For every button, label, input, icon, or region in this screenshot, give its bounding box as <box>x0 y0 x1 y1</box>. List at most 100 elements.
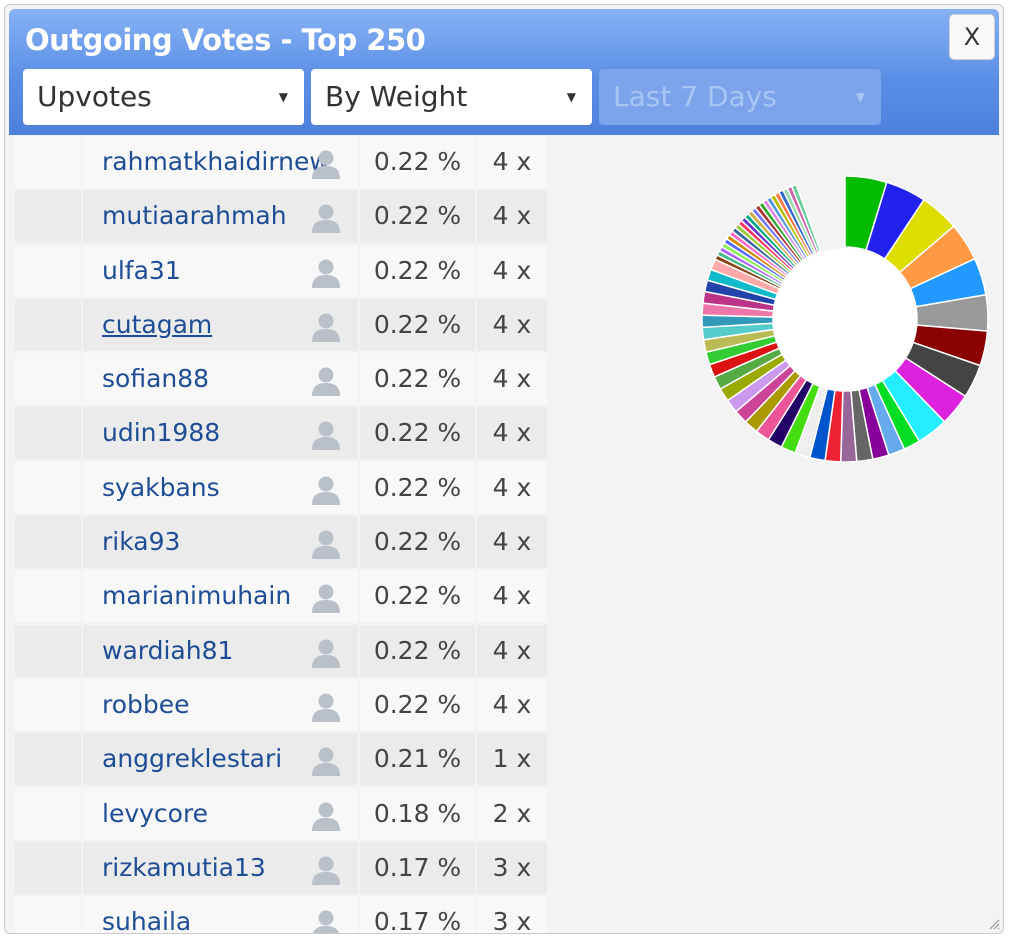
rank-cell <box>15 407 81 460</box>
user-avatar-icon <box>310 417 342 451</box>
voter-name-link[interactable]: rika93 <box>83 516 358 569</box>
rank-cell <box>15 461 81 514</box>
table-row: rika93 0.22 % 4 x <box>15 515 617 569</box>
dropdown-arrow-icon: ▼ <box>566 90 576 104</box>
voter-name: anggreklestari <box>102 744 283 774</box>
user-avatar-icon <box>310 200 342 234</box>
dropdown-arrow-icon: ▼ <box>855 90 865 104</box>
vote-type-select[interactable]: Upvotes ▼ <box>23 69 304 125</box>
vote-count: 2 x <box>477 787 547 840</box>
rank-cell <box>15 624 81 677</box>
voter-name: ulfa31 <box>102 255 181 285</box>
user-avatar-icon <box>310 580 342 614</box>
vote-count: 3 x <box>477 841 547 894</box>
user-avatar-icon <box>310 743 342 777</box>
rank-cell <box>15 841 81 894</box>
resize-handle-icon[interactable] <box>988 918 1000 930</box>
voter-name-link[interactable]: sofian88 <box>83 353 358 406</box>
table-row: wardiah81 0.22 % 4 x <box>15 624 617 678</box>
user-avatar-icon <box>310 798 342 831</box>
voter-name-link[interactable]: suhaila <box>83 896 358 934</box>
table-row: sofian88 0.22 % 4 x <box>15 352 617 406</box>
rank-cell <box>15 136 81 188</box>
sort-select[interactable]: By Weight ▼ <box>311 69 592 125</box>
vote-count: 4 x <box>477 461 547 514</box>
table-row: robbee 0.22 % 4 x <box>15 678 617 732</box>
vote-count: 3 x <box>477 896 547 933</box>
weight-percent: 0.17 % <box>360 841 475 894</box>
rank-cell <box>15 298 81 351</box>
voter-name-link[interactable]: cutagam <box>83 298 358 351</box>
rank-cell <box>15 896 81 933</box>
vote-type-value: Upvotes <box>37 80 152 113</box>
user-avatar-icon <box>310 472 342 505</box>
donut-slice[interactable] <box>790 183 822 254</box>
voter-name: suhaila <box>102 907 192 934</box>
dialog-titlebar: Outgoing Votes - Top 250 X Upvotes ▼ By … <box>9 9 999 135</box>
table-row: anggreklestari 0.21 % 1 x <box>15 732 617 786</box>
votes-donut-chart <box>701 175 989 463</box>
table-row: levycore 0.18 % 2 x <box>15 787 617 841</box>
voter-name-link[interactable]: mutiaarahmah <box>83 190 358 243</box>
rank-cell <box>15 733 81 786</box>
table-row: suhaila 0.17 % 3 x <box>15 895 617 934</box>
vote-count: 4 x <box>477 244 547 297</box>
voter-name: marianimuhain <box>102 581 292 611</box>
voter-name-link[interactable]: rizkamutia13 <box>83 841 358 894</box>
voter-name: levycore <box>102 798 209 828</box>
votes-table: rahmatkhaidirnew 0.22 % 4 x mutiaarahmah 0.2… <box>15 135 617 934</box>
table-row: cutagam 0.22 % 4 x <box>15 298 617 352</box>
user-avatar-icon <box>310 309 342 342</box>
user-avatar-icon <box>310 363 342 397</box>
rank-cell <box>15 353 81 406</box>
user-avatar-icon <box>310 146 342 179</box>
weight-percent: 0.22 % <box>360 298 475 351</box>
voter-name-link[interactable]: marianimuhain <box>83 570 358 623</box>
weight-percent: 0.18 % <box>360 787 475 840</box>
user-avatar-icon <box>310 526 342 560</box>
user-avatar-icon <box>310 852 342 885</box>
weight-percent: 0.21 % <box>360 733 475 786</box>
table-row: marianimuhain 0.22 % 4 x <box>15 569 617 623</box>
voter-name-link[interactable]: levycore <box>83 787 358 840</box>
voter-name-link[interactable]: syakbans <box>83 461 358 514</box>
vote-count: 4 x <box>477 678 547 731</box>
weight-percent: 0.22 % <box>360 407 475 460</box>
voter-name: sofian88 <box>102 364 210 394</box>
vote-count: 4 x <box>477 407 547 460</box>
voter-name-link[interactable]: wardiah81 <box>83 624 358 677</box>
voter-name-link[interactable]: robbee <box>83 678 358 731</box>
voter-name-link[interactable]: rahmatkhaidirnew <box>83 136 358 188</box>
weight-percent: 0.17 % <box>360 896 475 933</box>
weight-percent: 0.22 % <box>360 244 475 297</box>
rank-cell <box>15 678 81 731</box>
weight-percent: 0.22 % <box>360 190 475 243</box>
weight-percent: 0.22 % <box>360 353 475 406</box>
voter-name-link[interactable]: ulfa31 <box>83 244 358 297</box>
table-row: syakbans 0.22 % 4 x <box>15 461 617 515</box>
weight-percent: 0.22 % <box>360 570 475 623</box>
voter-name: mutiaarahmah <box>102 201 287 231</box>
table-row: mutiaarahmah 0.22 % 4 x <box>15 189 617 243</box>
weight-percent: 0.22 % <box>360 516 475 569</box>
vote-count: 4 x <box>477 570 547 623</box>
voter-name: rizkamutia13 <box>102 852 266 882</box>
close-button[interactable]: X <box>949 14 995 60</box>
rank-cell <box>15 570 81 623</box>
rank-cell <box>15 516 81 569</box>
vote-count: 4 x <box>477 136 547 188</box>
period-select: Last 7 Days ▼ <box>599 69 881 125</box>
weight-percent: 0.22 % <box>360 624 475 677</box>
vote-count: 4 x <box>477 190 547 243</box>
voter-name: rika93 <box>102 527 181 557</box>
user-avatar-icon <box>310 255 342 288</box>
vote-count: 4 x <box>477 624 547 677</box>
voter-name-link[interactable]: udin1988 <box>83 407 358 460</box>
period-value: Last 7 Days <box>613 80 777 113</box>
rank-cell <box>15 787 81 840</box>
voter-name: wardiah81 <box>102 635 234 665</box>
voter-name: rahmatkhaidirnew <box>102 147 330 176</box>
voter-name-link[interactable]: anggreklestari <box>83 733 358 786</box>
table-row: udin1988 0.22 % 4 x <box>15 406 617 460</box>
voter-name: robbee <box>102 689 190 719</box>
